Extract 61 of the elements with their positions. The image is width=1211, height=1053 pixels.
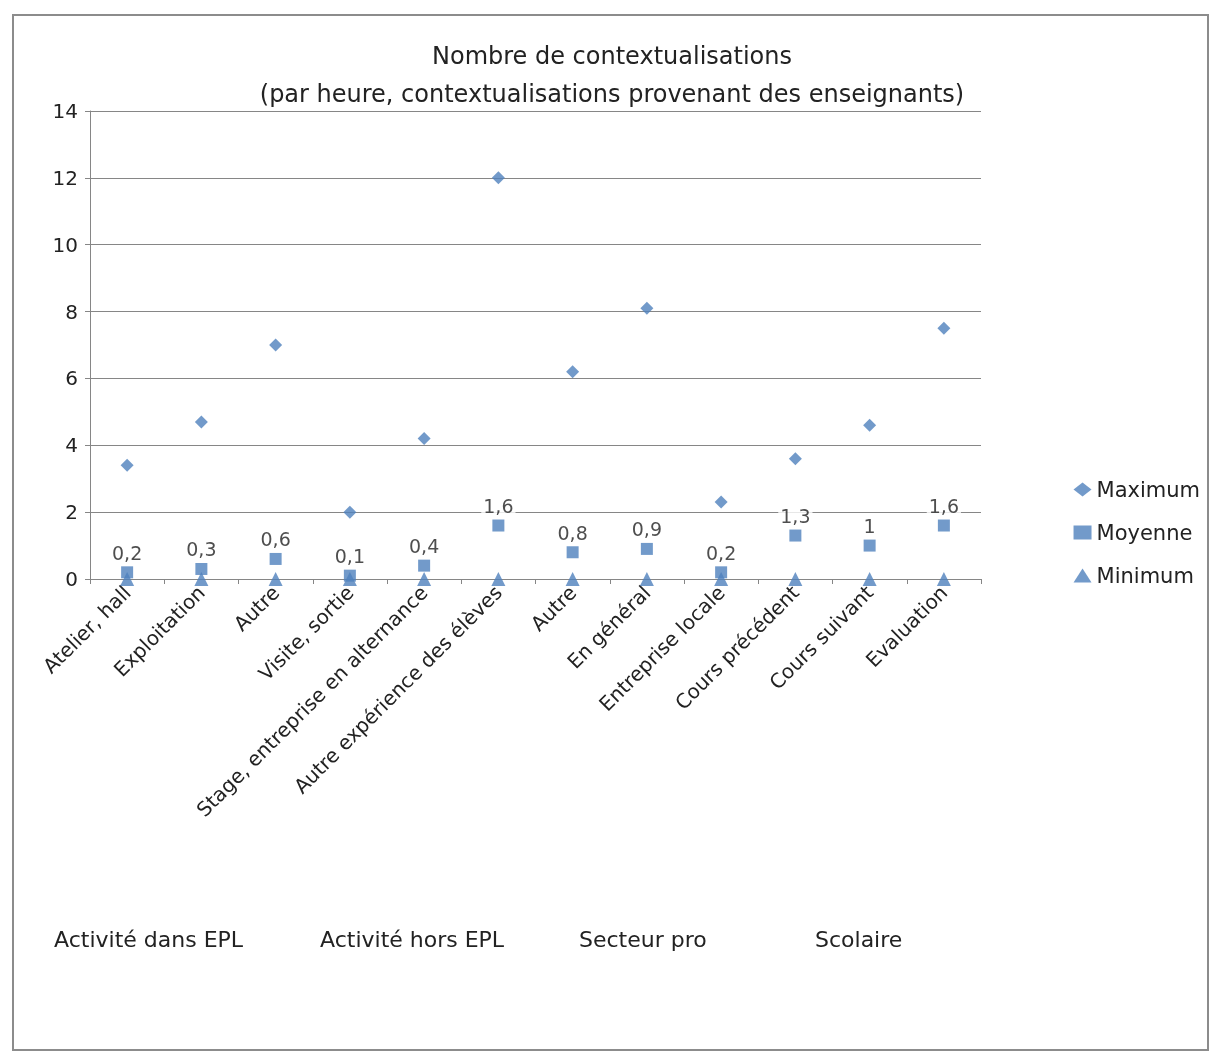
legend-label: Moyenne xyxy=(1096,520,1193,545)
point xyxy=(491,171,505,185)
point xyxy=(418,559,431,572)
data-label: 0,9 xyxy=(631,518,662,541)
point xyxy=(714,572,729,586)
text: Scolaire xyxy=(815,926,903,952)
point xyxy=(269,552,282,565)
point xyxy=(788,452,802,466)
data-label: 1 xyxy=(863,515,876,538)
y-tick-label: 6 xyxy=(65,366,78,391)
point xyxy=(120,458,134,472)
point xyxy=(120,572,135,586)
data-label: 0,2 xyxy=(706,541,737,564)
y-tick-label: 14 xyxy=(52,99,78,123)
point xyxy=(342,572,357,586)
point xyxy=(937,519,950,532)
text: Activité hors EPL xyxy=(320,926,505,952)
point xyxy=(268,572,283,586)
legend-label: Maximum xyxy=(1096,477,1201,502)
point xyxy=(343,505,357,519)
data-label: 0,3 xyxy=(186,538,217,561)
text: Activité dans EPL xyxy=(54,926,244,952)
legend-label: Minimum xyxy=(1096,563,1194,588)
point xyxy=(640,542,653,555)
point xyxy=(417,432,431,446)
text: Secteur pro xyxy=(579,926,707,952)
y-tick-label: 10 xyxy=(52,232,78,257)
point xyxy=(195,562,208,575)
point xyxy=(863,539,876,552)
data-label: 0,8 xyxy=(557,521,588,544)
data-label: 1,6 xyxy=(928,495,959,518)
data-label: 0,6 xyxy=(260,528,291,551)
point xyxy=(566,546,579,559)
point xyxy=(937,321,951,335)
data-label: 0,4 xyxy=(409,535,440,558)
point xyxy=(862,572,877,586)
point xyxy=(639,572,654,586)
point xyxy=(863,418,877,432)
point xyxy=(714,495,728,509)
y-tick-label: 4 xyxy=(65,433,78,458)
y-tick-label: 12 xyxy=(52,165,78,190)
point xyxy=(789,529,802,542)
data-label: 1,3 xyxy=(780,505,811,528)
y-tick-label: 0 xyxy=(65,567,78,591)
point xyxy=(565,572,580,586)
point xyxy=(788,572,803,586)
point xyxy=(566,365,580,379)
point xyxy=(417,572,432,586)
point xyxy=(640,301,654,315)
data-label: 0,2 xyxy=(112,541,143,564)
point xyxy=(194,415,208,429)
point xyxy=(491,572,506,586)
data-label: 1,6 xyxy=(483,495,514,518)
y-tick-label: 2 xyxy=(65,500,78,525)
point xyxy=(936,572,951,586)
data-label: 0,1 xyxy=(334,545,365,568)
point xyxy=(269,338,283,352)
chart-title: Nombre de contextualisations (par heure, contextualisations provenant des enseignants) xyxy=(259,42,965,108)
point xyxy=(194,572,209,586)
point xyxy=(492,519,505,532)
y-tick-label: 8 xyxy=(65,299,78,324)
